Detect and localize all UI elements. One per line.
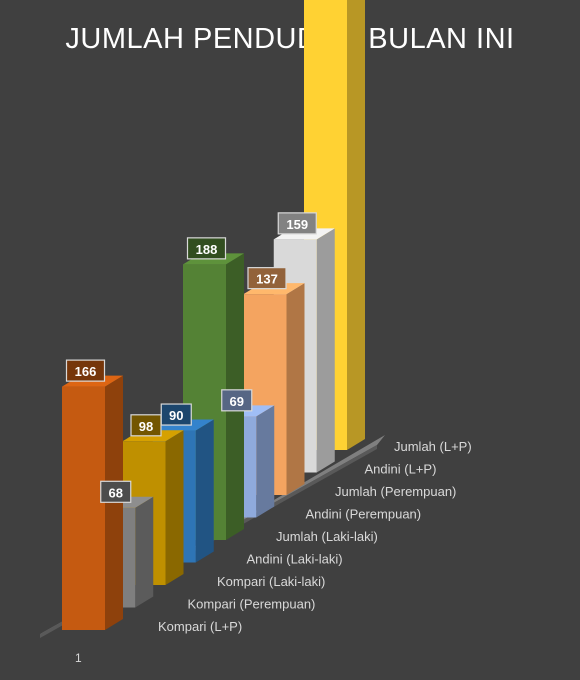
bars-group (62, 0, 365, 630)
data-label-box (247, 267, 287, 290)
bar-7 (243, 283, 305, 495)
bar-side (165, 430, 184, 585)
bar-side (286, 283, 305, 495)
data-label-6: 69 (221, 389, 253, 412)
data-label-box (65, 359, 106, 382)
category-label-8: Andini (L+P) (365, 462, 437, 477)
category-label-1: Kompari (L+P) (158, 619, 242, 634)
data-label-value: 137 (256, 272, 278, 287)
data-label-box (221, 389, 253, 412)
data-label-value: 98 (139, 419, 153, 434)
bar-side (256, 405, 275, 518)
category-label-5: Jumlah (Laki-laki) (276, 529, 378, 544)
category-label-7: Jumlah (Perempuan) (335, 484, 456, 499)
data-label-value: 90 (169, 408, 183, 423)
data-label-box (100, 480, 132, 503)
data-label-7: 137 (247, 267, 287, 290)
category-labels-group: Kompari (L+P) Kompari (Perempuan) Kompari … (158, 439, 472, 634)
bar-front (62, 386, 105, 630)
category-label-6: Andini (Perempuan) (306, 507, 422, 522)
category-label-3: Kompari (Laki-laki) (217, 574, 325, 589)
data-label-value: 69 (230, 394, 244, 409)
x-tick-label: 1 (75, 651, 82, 665)
bar-side (347, 0, 365, 450)
category-label-9: Jumlah (L+P) (394, 439, 472, 454)
data-label-box (186, 237, 227, 260)
data-label-value: 68 (109, 485, 123, 500)
data-label-value: 188 (196, 242, 218, 257)
data-label-box (277, 212, 317, 235)
data-label-value: 159 (286, 217, 308, 232)
data-label-1: 166 (65, 359, 106, 382)
data-label-box (160, 403, 192, 426)
data-label-8: 159 (277, 212, 317, 235)
category-label-2: Kompari (Perempuan) (188, 597, 316, 612)
data-label-2: 68 (100, 480, 132, 503)
bar-1 (62, 375, 123, 630)
data-label-4: 90 (160, 403, 192, 426)
chart-title: JUMLAH PENDUDUK BULAN INI (65, 23, 514, 55)
data-label-5: 188 (186, 237, 227, 260)
data-label-3: 98 (130, 414, 162, 437)
bar-side (135, 496, 154, 608)
data-label-value: 166 (75, 364, 97, 379)
labels-group: 16668989018869137159325 (65, 212, 317, 503)
bar-side (316, 228, 335, 473)
bar-side (195, 419, 214, 563)
category-label-4: Andini (Laki-laki) (247, 552, 343, 567)
